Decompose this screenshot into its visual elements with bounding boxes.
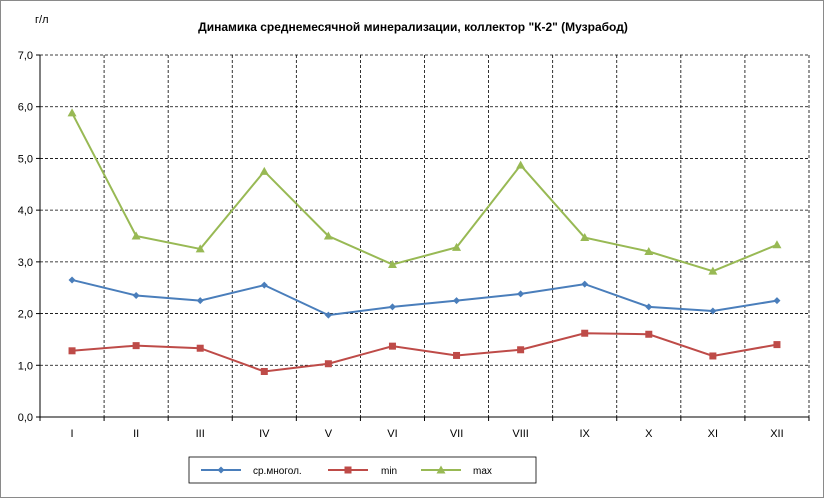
legend-item-max: max (421, 465, 492, 477)
series-max-point (516, 160, 526, 169)
x-tick-label: X (645, 428, 653, 440)
series-max-point (259, 166, 269, 175)
series-min-point (388, 342, 396, 350)
y-tick-label: 7,0 (18, 50, 33, 62)
legend-label: min (381, 466, 397, 477)
series-min-point (709, 352, 717, 360)
legend-swatch-marker (436, 465, 446, 474)
series-min-point (324, 360, 332, 368)
x-tick-label: II (133, 428, 139, 440)
x-tick-label: VIII (512, 428, 529, 440)
y-tick-label: 0,0 (18, 412, 33, 424)
series-max-point (772, 240, 782, 249)
y-tick-label: 4,0 (18, 205, 33, 217)
series-avg-point (388, 303, 396, 311)
y-axis-unit: г/л (35, 14, 49, 26)
x-tick-label: XI (708, 428, 718, 440)
series-max (67, 108, 782, 275)
x-tick-label: IV (259, 428, 270, 440)
series-max-point (323, 231, 333, 240)
grid (40, 54, 810, 417)
legend-swatch-marker (344, 466, 352, 474)
series-min-line (71, 332, 778, 373)
axes (36, 54, 810, 421)
series-min-point (773, 341, 781, 349)
x-tick-label: IX (580, 428, 591, 440)
series-avg-point (709, 307, 717, 315)
series-max-point (131, 231, 141, 240)
series-max-point (387, 259, 397, 268)
legend-label: max (473, 466, 492, 477)
series-min-point (196, 344, 204, 352)
series-avg-point (132, 291, 140, 299)
series-avg-point (68, 276, 76, 284)
series-min-point (581, 329, 589, 337)
series-min-point (68, 347, 76, 355)
y-tick-labels: 0,0 1,0 2,0 3,0 4,0 5,0 6,0 7,0 (18, 50, 33, 424)
series-min-point (260, 367, 268, 375)
y-tick-label: 1,0 (18, 360, 33, 372)
series-avg-point (517, 290, 525, 298)
series-avg (68, 276, 781, 319)
series-avg-point (453, 297, 461, 305)
legend: ср.многол. min max (188, 456, 537, 484)
x-tick-label: VI (387, 428, 397, 440)
y-tick-label: 5,0 (18, 153, 33, 165)
series-min-point (645, 330, 653, 338)
series-min (68, 329, 781, 375)
legend-item-avg: ср.многол. (201, 466, 302, 477)
series-avg-point (773, 297, 781, 305)
series-avg-point (645, 303, 653, 311)
series-max-point (195, 244, 205, 253)
series-max-point (708, 266, 718, 275)
series-avg-point (196, 297, 204, 305)
series-max-point (580, 233, 590, 242)
series-avg-point (324, 311, 332, 319)
x-tick-label: V (325, 428, 333, 440)
series-layer (67, 108, 782, 375)
series-min-point (517, 346, 525, 354)
y-tick-label: 3,0 (18, 257, 33, 269)
x-tick-label: III (196, 428, 205, 440)
legend-item-min: min (328, 466, 397, 477)
x-tick-label: I (71, 428, 74, 440)
series-min-point (132, 342, 140, 350)
x-tick-labels: I II III IV V VI VII VIII IX X XI XII (71, 428, 784, 440)
chart-title: Динамика среднемесячной минерализации, к… (198, 20, 628, 34)
x-tick-label: VII (450, 428, 463, 440)
series-avg-point (581, 280, 589, 288)
y-tick-label: 2,0 (18, 309, 33, 321)
legend-swatch-marker (217, 466, 225, 474)
series-max-point (644, 247, 654, 256)
series-max-point (67, 108, 77, 117)
series-min-point (453, 351, 461, 359)
series-max-line (71, 112, 778, 273)
series-avg-line (71, 278, 778, 317)
series-avg-point (260, 281, 268, 289)
series-max-point (452, 242, 462, 251)
x-tick-label: XII (770, 428, 783, 440)
y-tick-label: 6,0 (18, 102, 33, 114)
legend-label: ср.многол. (253, 466, 302, 477)
